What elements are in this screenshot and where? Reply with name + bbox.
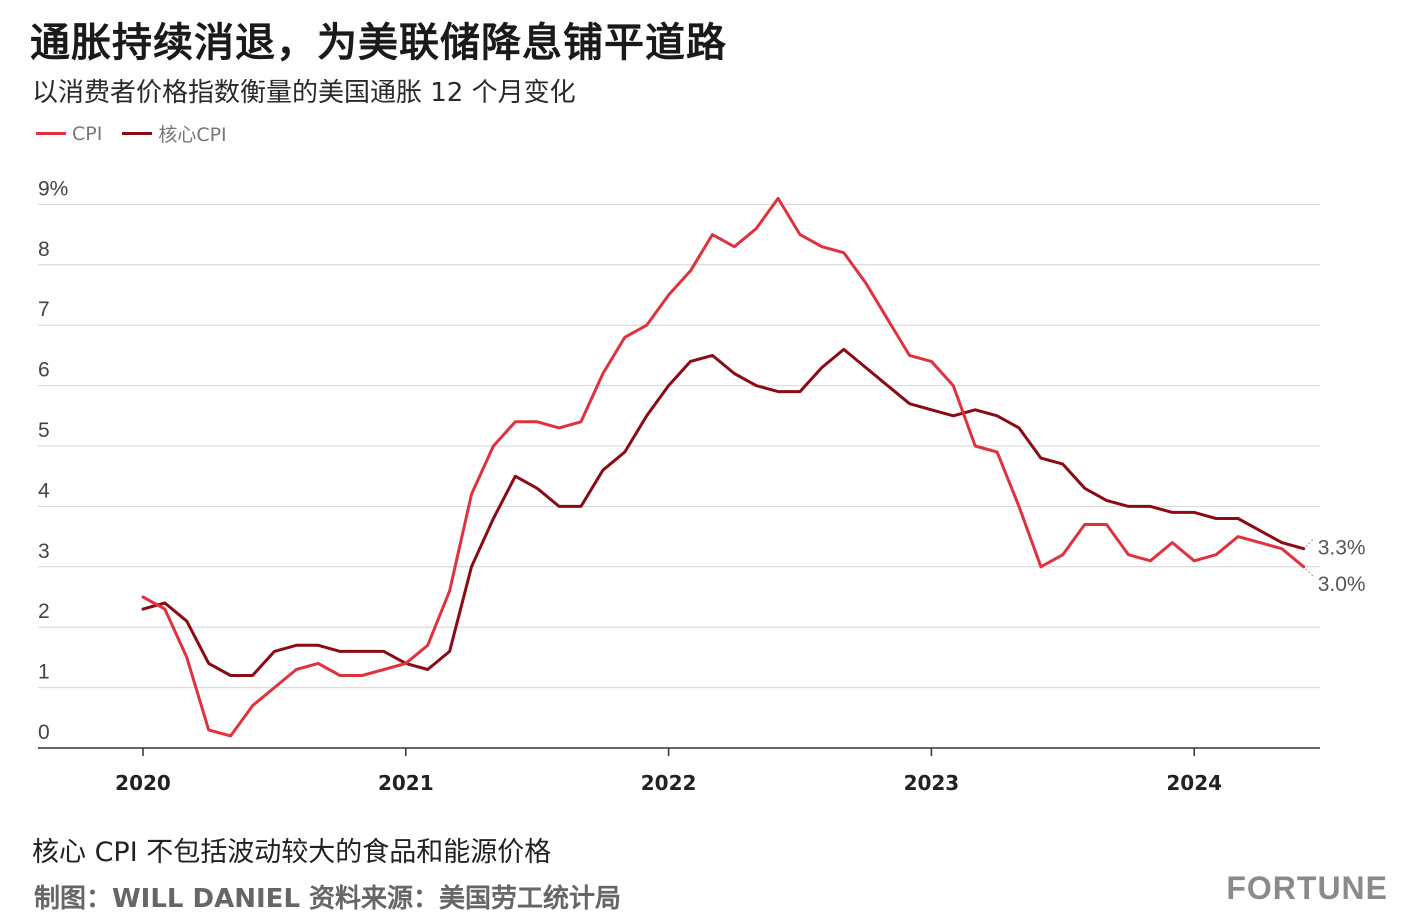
source-credit: 制图：WILL DANIEL 资料来源：美国劳工统计局 (34, 884, 622, 914)
y-tick-label: 1 (38, 661, 50, 684)
gridlines (38, 203, 1320, 689)
chart-title: 通胀持续消退，为美联储降息铺平道路 (30, 20, 727, 66)
y-tick-label: 4 (38, 479, 50, 502)
end-labels: 3.3% 3.0% (1305, 537, 1366, 596)
x-tick-label: 2023 (904, 771, 960, 795)
x-tick-label: 2024 (1166, 771, 1222, 795)
y-tick-label: 3 (38, 540, 50, 563)
y-tick-label: 8 (38, 238, 50, 261)
y-tick-label: 5 (38, 419, 50, 442)
footnote: 核心 CPI 不包括波动较大的食品和能源价格 (32, 837, 552, 868)
legend-swatch-core-cpi (122, 132, 153, 135)
y-axis-tick-labels: 0 1 2 3 4 5 6 7 8 9% (38, 177, 68, 744)
chart-subtitle: 以消费者价格指数衡量的美国通胀 12 个月变化 (32, 78, 576, 108)
series-lines (141, 196, 1306, 738)
x-tick-label: 2020 (115, 771, 171, 795)
y-tick-label: 6 (38, 359, 50, 382)
fortune-logo: FORTUNE (1226, 870, 1388, 906)
series-line-cpi (141, 196, 1306, 738)
x-tick-label: 2021 (378, 771, 434, 795)
y-tick-label: 0 (38, 721, 50, 744)
series-line-core (141, 347, 1306, 677)
y-tick-label: 2 (38, 600, 50, 623)
x-tick-label: 2022 (641, 771, 697, 795)
end-label-core: 3.3% (1318, 537, 1366, 560)
legend-label-core-cpi: 核心CPI (158, 124, 227, 146)
y-tick-label: 7 (38, 298, 50, 321)
x-axis: 2020 2021 2022 2023 2024 (38, 747, 1320, 795)
legend-item-cpi: CPI (36, 123, 102, 145)
end-label-leader-core (1305, 538, 1315, 548)
end-label-leader-cpi (1305, 568, 1315, 578)
y-tick-label: 9% (38, 177, 68, 200)
legend-label-cpi: CPI (72, 122, 103, 145)
legend-item-core-cpi: 核心CPI (122, 120, 227, 147)
legend: CPI 核心CPI (36, 120, 247, 147)
legend-swatch-cpi (36, 132, 66, 135)
end-label-cpi: 3.0% (1318, 573, 1366, 596)
